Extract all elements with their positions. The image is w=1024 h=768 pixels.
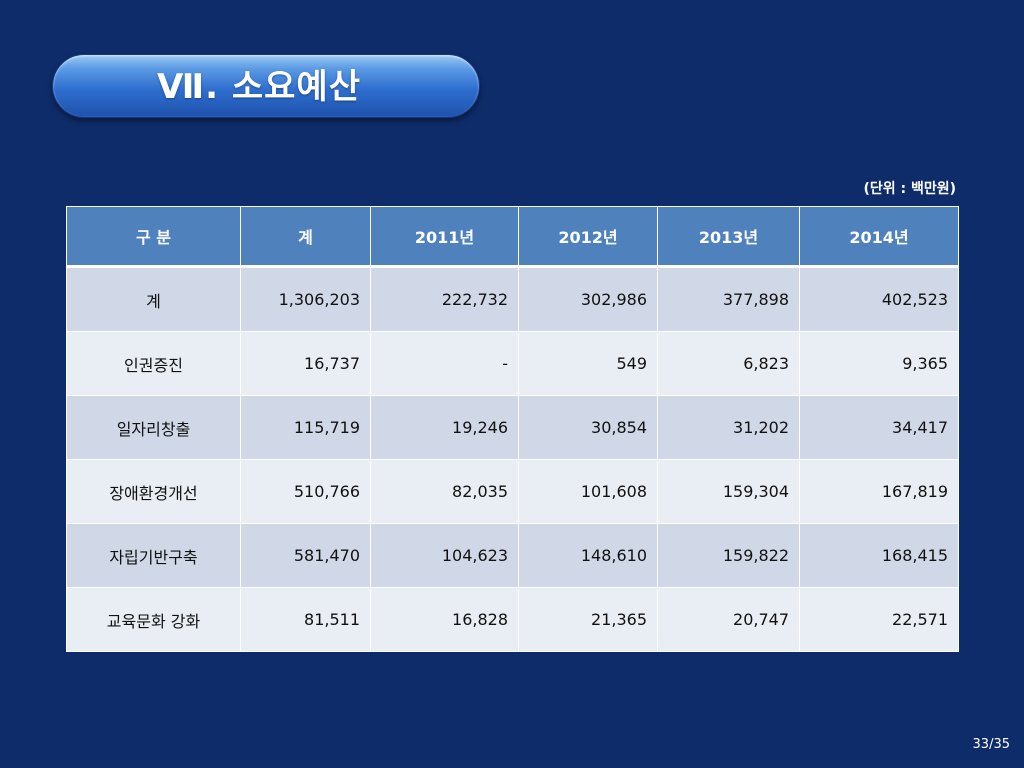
table-row: 일자리창출 115,719 19,246 30,854 31,202 34,41… [66,395,959,460]
table-row: 인권증진 16,737 - 549 6,823 9,365 [66,331,959,396]
cell-2013: 159,822 [657,523,800,588]
cell-2013: 159,304 [657,459,800,524]
cell-2012: 30,854 [518,395,658,460]
row-label: 자립기반구축 [66,523,241,588]
header-2014: 2014년 [799,206,959,268]
cell-2012: 549 [518,331,658,396]
title-banner: Ⅶ. 소요예산 [52,54,480,118]
cell-2012: 21,365 [518,587,658,652]
cell-2014: 9,365 [799,331,959,396]
cell-2014: 168,415 [799,523,959,588]
cell-2014: 167,819 [799,459,959,524]
budget-table: 구 분 계 2011년 2012년 2013년 2014년 계 1,306,20… [66,206,959,652]
page-title: Ⅶ. 소요예산 [157,67,361,107]
cell-total: 1,306,203 [240,266,371,332]
cell-total: 115,719 [240,395,371,460]
row-label: 일자리창출 [66,395,241,460]
cell-total: 510,766 [240,459,371,524]
page-number: 33/35 [972,737,1010,752]
header-2013: 2013년 [657,206,800,268]
header-2011: 2011년 [370,206,519,268]
cell-2012: 148,610 [518,523,658,588]
cell-total: 16,737 [240,331,371,396]
table-row: 교육문화 강화 81,511 16,828 21,365 20,747 22,5… [66,587,959,652]
cell-2011: 16,828 [370,587,519,652]
table-row: 계 1,306,203 222,732 302,986 377,898 402,… [66,266,959,332]
cell-2012: 101,608 [518,459,658,524]
cell-total: 81,511 [240,587,371,652]
cell-total: 581,470 [240,523,371,588]
cell-2013: 31,202 [657,395,800,460]
cell-2013: 6,823 [657,331,800,396]
row-label: 교육문화 강화 [66,587,241,652]
table-row: 장애환경개선 510,766 82,035 101,608 159,304 16… [66,459,959,524]
cell-2011: 104,623 [370,523,519,588]
cell-2012: 302,986 [518,266,658,332]
table-header-row: 구 분 계 2011년 2012년 2013년 2014년 [66,206,959,268]
cell-2011: 82,035 [370,459,519,524]
row-label: 장애환경개선 [66,459,241,524]
cell-2014: 22,571 [799,587,959,652]
cell-2013: 20,747 [657,587,800,652]
table-row: 자립기반구축 581,470 104,623 148,610 159,822 1… [66,523,959,588]
header-total: 계 [240,206,371,268]
unit-note: (단위 : 백만원) [863,181,956,197]
cell-2014: 402,523 [799,266,959,332]
cell-2011: - [370,331,519,396]
row-label: 계 [66,266,241,332]
row-label: 인권증진 [66,331,241,396]
header-category: 구 분 [66,206,241,268]
cell-2011: 19,246 [370,395,519,460]
cell-2014: 34,417 [799,395,959,460]
cell-2011: 222,732 [370,266,519,332]
cell-2013: 377,898 [657,266,800,332]
header-2012: 2012년 [518,206,658,268]
